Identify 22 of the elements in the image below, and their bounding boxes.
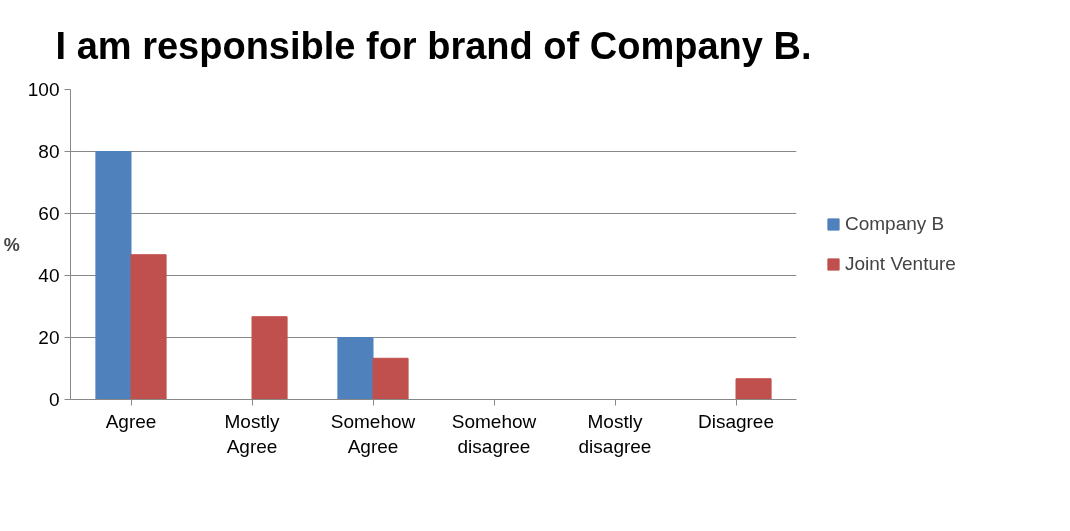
x-tick-label: Somehow Agree	[330, 410, 416, 457]
y-tick-label: 20	[38, 327, 60, 348]
x-tick-label: Somehow disagree	[451, 410, 537, 457]
y-tick-label: 0	[48, 389, 60, 410]
y-axis-title: %	[3, 234, 20, 255]
legend-label: Company B	[845, 213, 945, 235]
y-tick-label: 40	[38, 265, 60, 286]
y-tick-label: 60	[38, 203, 60, 224]
chart-title: I am responsible for brand of Company B.	[55, 25, 812, 67]
bar	[95, 151, 132, 400]
y-tick-label: 100	[27, 79, 60, 100]
bar	[251, 316, 288, 400]
bar	[372, 357, 409, 400]
legend-label: Joint Venture	[845, 253, 956, 275]
bar	[130, 254, 167, 400]
bar	[337, 337, 374, 400]
x-tick-label: Disagree	[697, 410, 775, 432]
x-tick-label: Agree	[105, 410, 157, 432]
x-tick-label: Mostly disagree	[578, 410, 652, 457]
x-tick-label: Mostly Agree	[224, 410, 280, 457]
y-tick-label: 80	[38, 141, 60, 162]
bar	[735, 378, 772, 400]
